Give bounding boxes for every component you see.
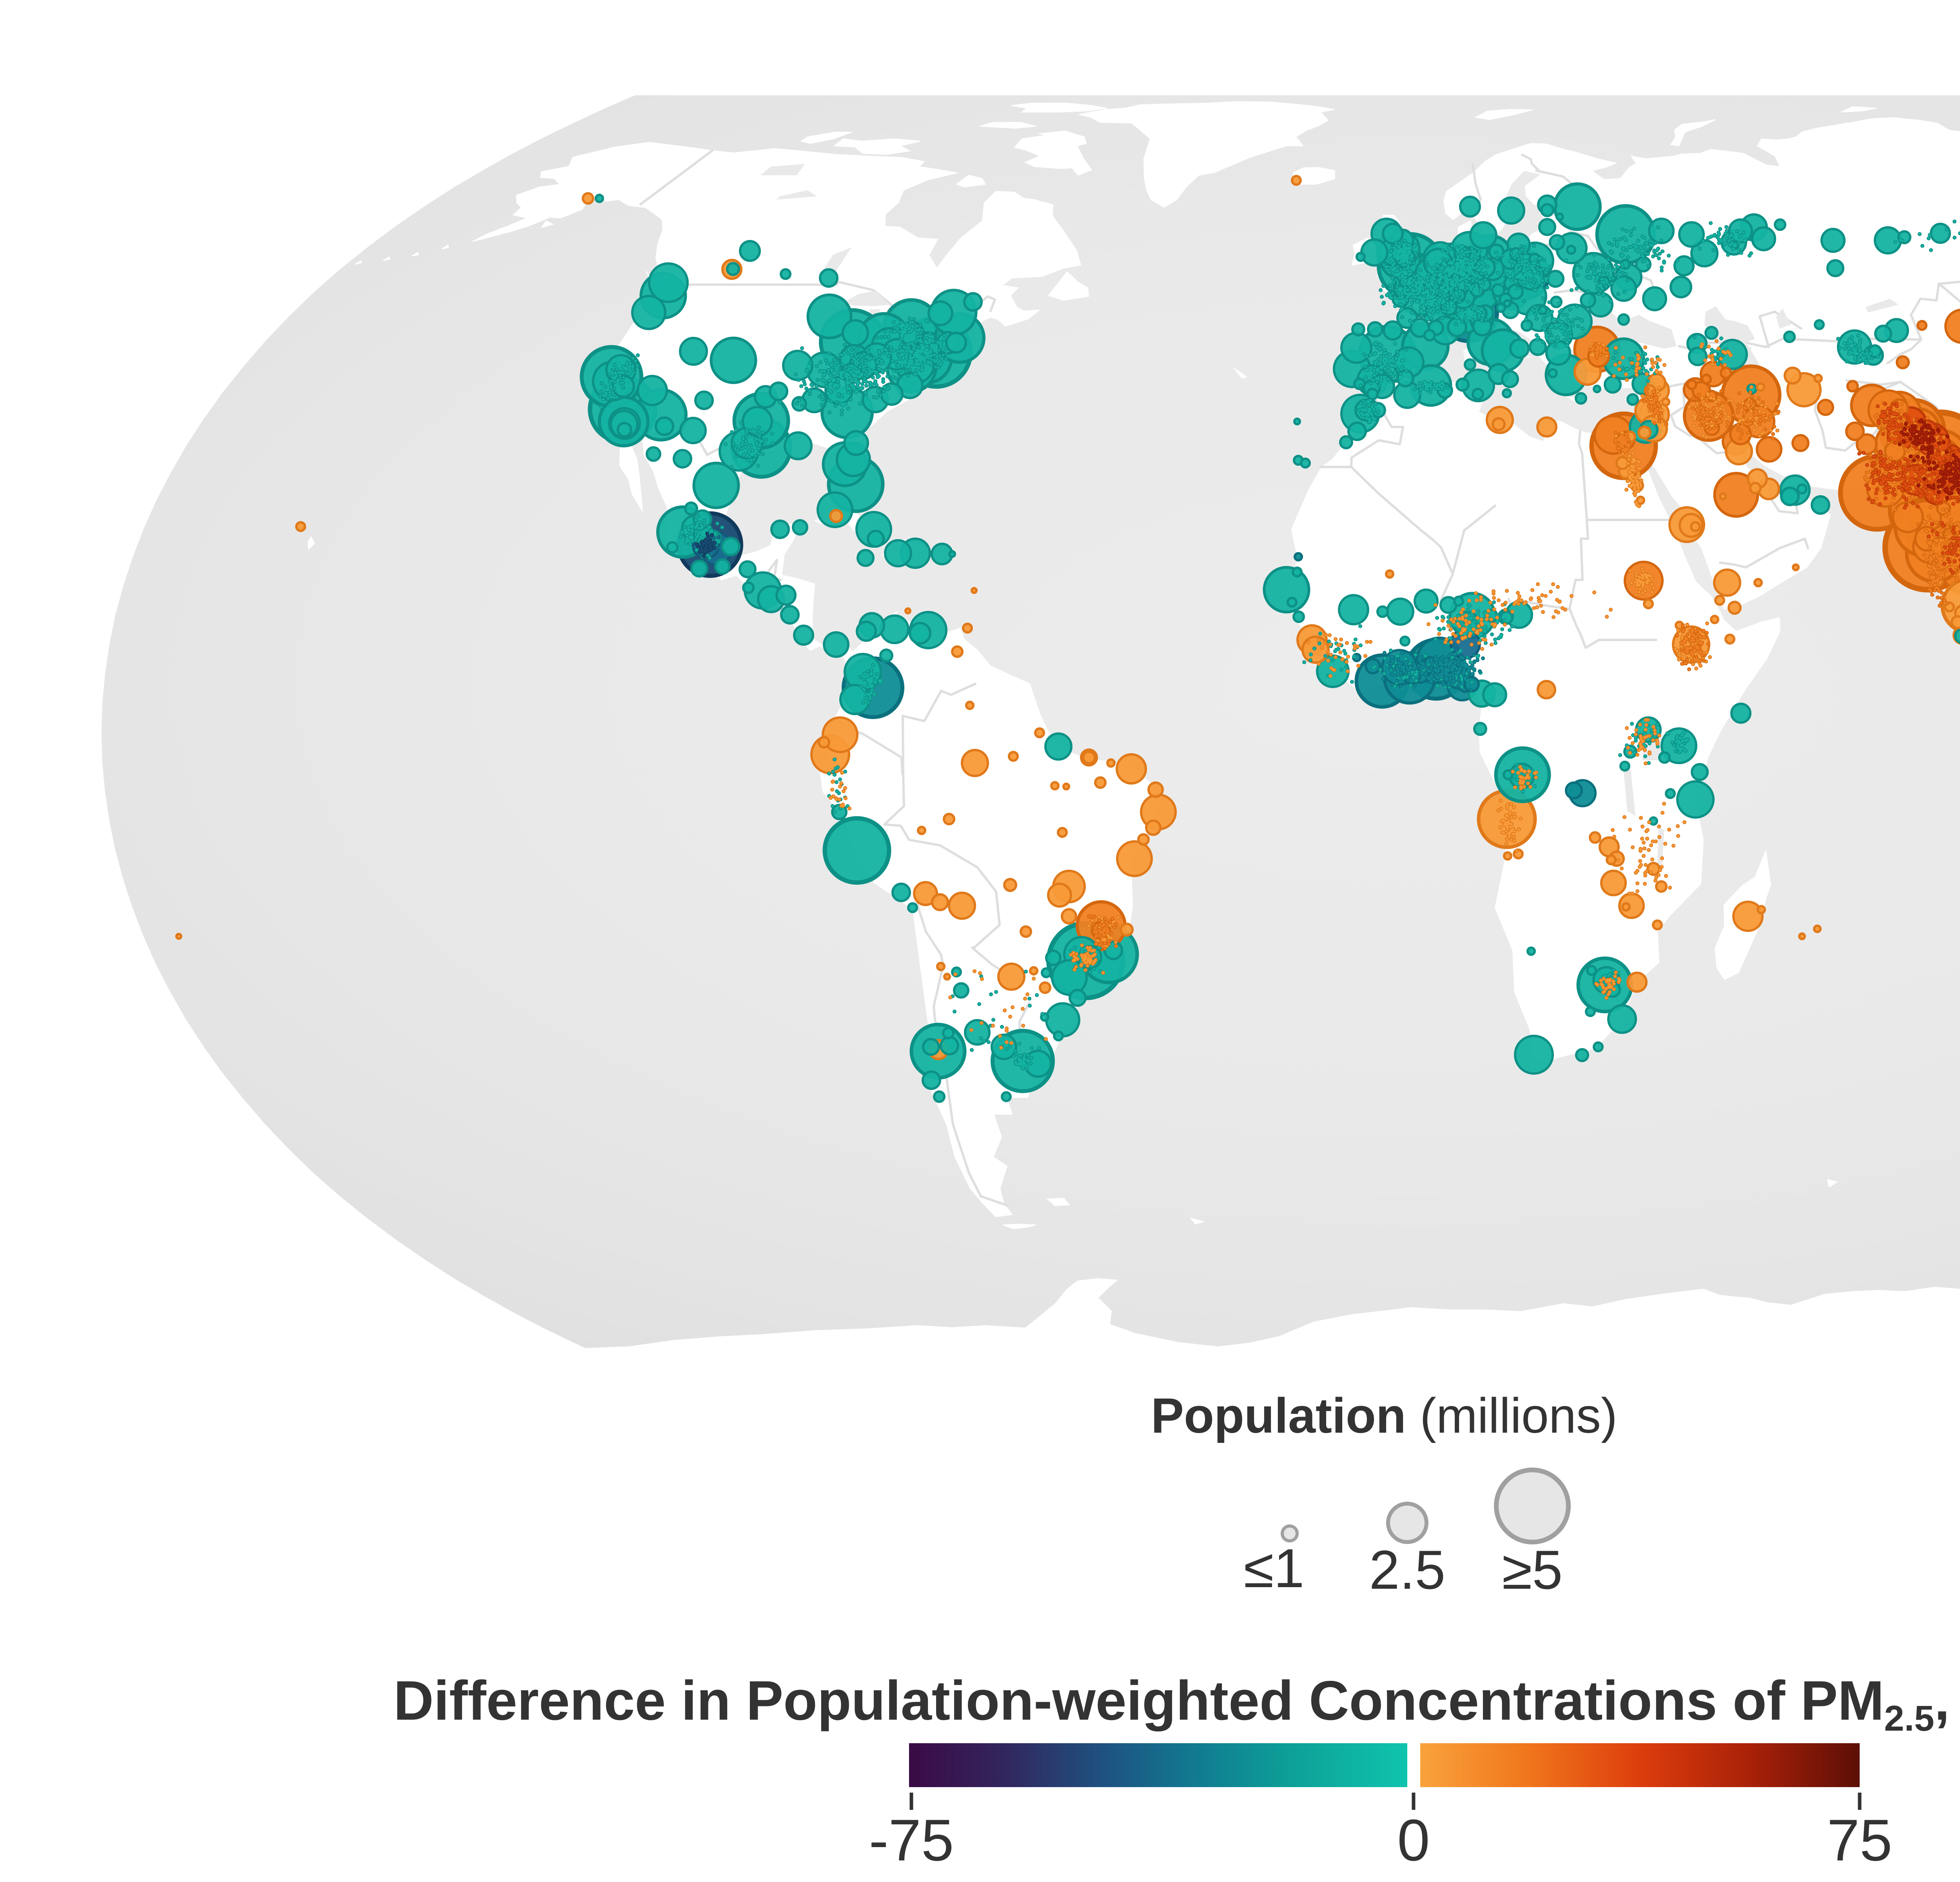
svg-text:Population (millions): Population (millions)	[1151, 1388, 1617, 1443]
svg-text:2.5: 2.5	[1369, 1539, 1446, 1600]
svg-text:≤1: ≤1	[1244, 1537, 1305, 1599]
svg-text:≥5: ≥5	[1502, 1539, 1563, 1600]
svg-text:75: 75	[1827, 1807, 1893, 1873]
svg-text:Difference in Population-weigh: Difference in Population-weighted Concen…	[394, 1669, 1960, 1738]
svg-text:0: 0	[1397, 1807, 1430, 1873]
svg-text:-75: -75	[869, 1807, 954, 1873]
